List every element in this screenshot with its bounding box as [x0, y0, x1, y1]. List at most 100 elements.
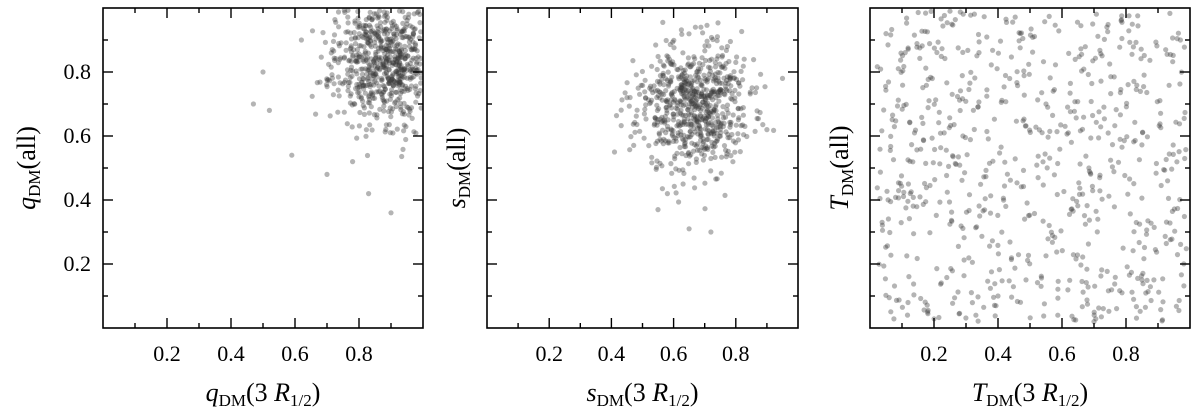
scatter-point	[345, 20, 351, 26]
scatter-point	[317, 79, 323, 85]
scatter-point	[1017, 299, 1024, 305]
scatter-point	[395, 66, 401, 72]
scatter-point	[352, 101, 358, 107]
scatter-point	[1068, 206, 1074, 212]
scatter-point	[390, 77, 396, 84]
scatter-point	[383, 57, 390, 63]
scatter-point	[941, 130, 947, 136]
scatter-point	[671, 37, 677, 43]
scatter-point	[402, 55, 408, 61]
scatter-point	[1047, 128, 1053, 134]
scatter-point	[686, 226, 692, 232]
scatter-point	[954, 93, 961, 100]
scatter-point	[353, 68, 359, 74]
scatter-point	[717, 80, 723, 86]
scatter-point	[1171, 206, 1177, 212]
scatter-point	[905, 181, 912, 187]
scatter-point	[367, 38, 374, 44]
scatter-point	[397, 95, 403, 101]
scatter-point	[322, 39, 328, 46]
scatter-point	[1084, 266, 1090, 272]
scatter-point	[1069, 313, 1075, 319]
scatter-point	[1054, 191, 1060, 198]
scatter-point	[692, 185, 698, 191]
scatter-point	[346, 79, 352, 86]
scatter-point	[1075, 203, 1081, 209]
scatter-point	[403, 136, 409, 143]
scatter-point	[363, 36, 369, 42]
scatter-point	[377, 36, 383, 43]
scatter-point	[701, 139, 707, 145]
scatter-point	[360, 57, 366, 63]
scatter-point	[661, 82, 667, 88]
scatter-point	[955, 243, 962, 249]
scatter-point	[997, 38, 1004, 44]
scatter-point	[376, 45, 382, 52]
scatter-point	[650, 89, 656, 96]
scatter-point	[368, 24, 374, 30]
scatter-point	[711, 76, 717, 82]
scatter-point	[1097, 172, 1103, 178]
scatter-point	[738, 106, 744, 112]
x-tick-label: 0.4	[217, 341, 245, 366]
scatter-point	[1084, 203, 1090, 209]
scatter-point	[389, 76, 395, 82]
scatter-point	[708, 119, 714, 126]
scatter-point	[309, 28, 316, 34]
scatter-point	[406, 39, 412, 45]
scatter-point	[918, 146, 924, 152]
scatter-point	[655, 207, 661, 213]
scatter-point	[696, 104, 703, 110]
scatter-point	[1140, 130, 1146, 136]
scatter-point	[652, 88, 659, 94]
scatter-point	[1046, 13, 1052, 19]
scatter-point	[673, 190, 679, 196]
scatter-point	[679, 31, 685, 37]
scatter-point	[704, 22, 710, 28]
scatter-point	[677, 110, 683, 116]
scatter-point	[691, 125, 697, 131]
scatter-point	[1088, 171, 1094, 177]
scatter-point	[417, 61, 423, 67]
x-tick-label: 0.6	[660, 341, 688, 366]
scatter-point	[984, 87, 990, 93]
scatter-point	[378, 91, 385, 97]
scatter-point	[397, 42, 403, 48]
scatter-point	[398, 73, 404, 79]
scatter-point	[682, 86, 688, 92]
scatter-point	[682, 144, 689, 150]
scatter-point	[676, 167, 682, 173]
scatter-point	[888, 32, 894, 38]
scatter-point	[1021, 92, 1027, 98]
scatter-point	[1173, 119, 1179, 125]
scatter-point	[675, 111, 681, 117]
scatter-point	[695, 131, 701, 137]
scatter-point	[651, 83, 657, 89]
scatter-point	[418, 29, 423, 35]
scatter-point	[705, 113, 711, 119]
scatter-point	[1030, 34, 1036, 40]
scatter-point	[412, 46, 418, 52]
scatter-point	[663, 130, 669, 136]
scatter-point	[1025, 257, 1031, 263]
scatter-point	[352, 35, 358, 41]
scatter-point	[391, 33, 397, 40]
scatter-point	[1065, 104, 1071, 110]
scatter-point	[706, 95, 712, 101]
scatter-point	[719, 52, 726, 59]
scatter-point	[1070, 196, 1076, 202]
scatter-point	[681, 79, 688, 85]
scatter-point	[347, 79, 353, 85]
scatter-point	[645, 97, 652, 103]
scatter-point	[703, 87, 710, 93]
scatter-point	[383, 63, 390, 69]
scatter-point	[356, 89, 362, 95]
scatter-point	[1009, 294, 1015, 300]
scatter-point	[347, 100, 353, 106]
x-tick-label: 0.6	[281, 341, 309, 366]
scatter-point	[406, 34, 412, 40]
scatter-point	[688, 121, 694, 127]
scatter-point	[1096, 135, 1102, 141]
scatter-point	[741, 132, 747, 138]
scatter-point	[697, 93, 703, 100]
